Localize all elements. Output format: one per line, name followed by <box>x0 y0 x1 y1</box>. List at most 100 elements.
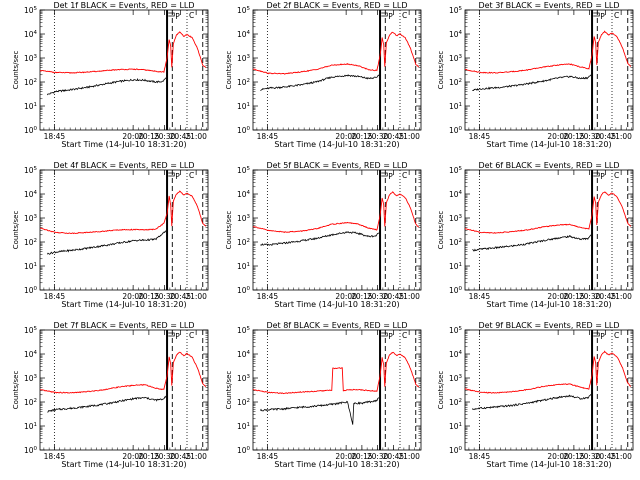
flag-p-shape <box>168 332 175 337</box>
y-tick-base: 10 <box>237 374 247 383</box>
x-tick-label: 20:45 <box>383 132 405 141</box>
y-tick-label: 103 <box>449 214 463 223</box>
x-tick-label: 20:15 <box>138 292 160 301</box>
y-tick-exponent: 2 <box>459 398 463 404</box>
y-tick-base: 10 <box>449 102 459 111</box>
y-tick-label: 103 <box>237 214 251 223</box>
x-tick-label: 20:00 <box>122 452 144 461</box>
y-tick-exponent: 3 <box>459 54 463 60</box>
x-tick-label: 18:45 <box>257 452 279 461</box>
panel-title: Det 9f BLACK = Events, RED = LLD <box>478 321 619 330</box>
x-tick-label: 21:00 <box>398 132 420 141</box>
x-tick-label: 20:15 <box>138 452 160 461</box>
y-tick-exponent: 1 <box>247 102 251 108</box>
lld-series-line <box>40 31 207 74</box>
y-tick-base: 10 <box>449 262 459 271</box>
y-tick-exponent: 0 <box>459 126 463 132</box>
y-tick-label: 100 <box>237 126 251 135</box>
events-series-line <box>472 234 592 252</box>
y-tick-label: 102 <box>237 238 250 247</box>
y-tick-label: 101 <box>237 262 250 271</box>
panel-title: Det 8f BLACK = Events, RED = LLD <box>266 321 407 330</box>
y-tick-label: 101 <box>449 262 462 271</box>
y-tick-label: 102 <box>24 398 37 407</box>
panel-title: Det 1f BLACK = Events, RED = LLD <box>53 1 194 10</box>
y-tick-exponent: 1 <box>34 102 38 108</box>
y-tick-base: 10 <box>449 190 459 199</box>
detector-panel-9: Det 9f BLACK = Events, RED = LLD10010110… <box>437 321 634 469</box>
x-tick-label: 20:15 <box>351 132 373 141</box>
y-tick-label: 102 <box>237 78 250 87</box>
x-tick-label: 18:45 <box>44 132 66 141</box>
y-tick-exponent: 1 <box>459 262 463 268</box>
x-tick-label: 20:45 <box>595 132 617 141</box>
y-tick-exponent: 2 <box>247 78 251 84</box>
flag-p-shape <box>381 172 388 177</box>
y-tick-label: 105 <box>237 6 251 15</box>
x-tick-label: 20:15 <box>351 292 373 301</box>
y-tick-exponent: 5 <box>459 166 463 172</box>
y-tick-exponent: 0 <box>247 286 251 292</box>
lld-series-line <box>253 351 420 395</box>
y-tick-exponent: 2 <box>459 238 463 244</box>
y-tick-base: 10 <box>449 422 459 431</box>
flag-c-label: C <box>614 331 619 340</box>
x-tick-label: 20:30 <box>579 132 601 141</box>
y-tick-base: 10 <box>24 126 34 135</box>
y-tick-exponent: 5 <box>247 326 251 332</box>
y-tick-base: 10 <box>449 398 459 407</box>
y-tick-exponent: 5 <box>459 6 463 12</box>
y-tick-exponent: 3 <box>459 374 463 380</box>
plot-frame <box>39 329 209 451</box>
detector-panel-8: Det 8f BLACK = Events, RED = LLD10010110… <box>225 321 422 469</box>
y-tick-base: 10 <box>237 446 247 455</box>
flag-p-shape <box>381 332 388 337</box>
x-tick-label: 20:15 <box>563 452 585 461</box>
plot-frame <box>39 169 209 291</box>
y-tick-base: 10 <box>237 398 247 407</box>
y-tick-label: 104 <box>24 350 38 359</box>
y-tick-label: 101 <box>449 102 462 111</box>
y-tick-base: 10 <box>24 30 34 39</box>
y-tick-label: 105 <box>24 326 38 335</box>
y-axis-label: Counts/sec <box>12 371 20 410</box>
y-tick-base: 10 <box>24 446 34 455</box>
y-tick-base: 10 <box>237 238 247 247</box>
y-tick-base: 10 <box>24 102 34 111</box>
x-tick-label: 20:00 <box>547 452 569 461</box>
y-tick-label: 103 <box>449 374 463 383</box>
plot-frame <box>464 169 634 291</box>
y-tick-label: 104 <box>24 190 38 199</box>
y-axis-label: Counts/sec <box>437 211 445 250</box>
x-tick-label: 21:00 <box>185 132 207 141</box>
y-tick-exponent: 1 <box>459 422 463 428</box>
y-tick-base: 10 <box>449 54 459 63</box>
x-tick-label: 20:00 <box>122 132 144 141</box>
y-tick-base: 10 <box>24 326 34 335</box>
events-series-line <box>260 231 380 247</box>
flag-p-label: P <box>175 12 180 21</box>
y-tick-exponent: 0 <box>459 286 463 292</box>
x-tick-label: 20:30 <box>579 292 601 301</box>
y-tick-base: 10 <box>449 374 459 383</box>
lld-series-line <box>465 30 632 74</box>
lld-series-line <box>253 191 420 234</box>
y-tick-exponent: 4 <box>459 190 463 196</box>
y-tick-exponent: 2 <box>247 238 251 244</box>
y-tick-base: 10 <box>24 374 34 383</box>
x-tick-label: 21:00 <box>185 292 207 301</box>
y-tick-label: 104 <box>449 190 463 199</box>
events-series-line <box>472 74 592 92</box>
y-tick-exponent: 1 <box>34 422 38 428</box>
x-tick-label: 20:00 <box>335 132 357 141</box>
x-tick-label: 20:30 <box>154 292 176 301</box>
x-tick-label: 21:00 <box>398 292 420 301</box>
series-group <box>40 190 207 255</box>
y-tick-exponent: 2 <box>34 238 38 244</box>
y-tick-exponent: 4 <box>34 30 38 36</box>
x-tick-label: 18:45 <box>257 292 279 301</box>
y-tick-base: 10 <box>237 78 247 87</box>
panel-title: Det 3f BLACK = Events, RED = LLD <box>478 1 619 10</box>
y-tick-base: 10 <box>237 262 247 271</box>
panel-title: Det 7f BLACK = Events, RED = LLD <box>53 321 194 330</box>
